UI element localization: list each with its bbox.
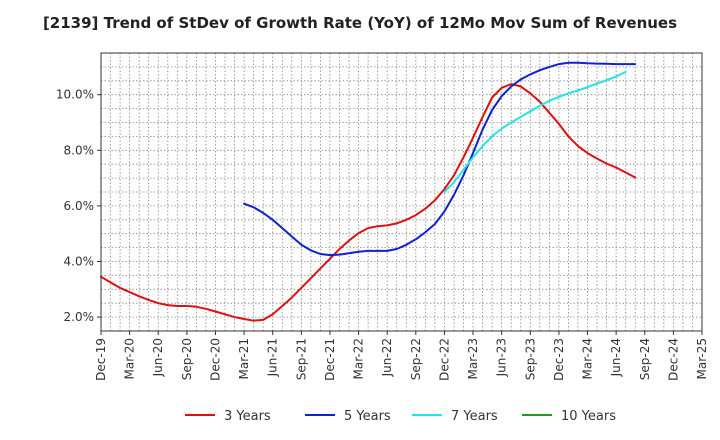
x-tick-label: Mar-25 — [695, 338, 709, 379]
legend: 3 Years 5 Years 7 Years 10 Years — [185, 409, 616, 424]
x-tick-label: Dec-22 — [437, 338, 451, 381]
x-tick-label: Mar-23 — [466, 338, 480, 379]
y-tick-label: 6.0% — [64, 199, 95, 213]
x-tick-label: Sep-22 — [409, 338, 423, 380]
legend-label-5-years: 5 Years — [344, 409, 391, 424]
x-tick-label: Jun-24 — [609, 338, 623, 377]
x-tick-label: Mar-22 — [352, 338, 366, 379]
x-tick-label: Jun-21 — [266, 338, 280, 377]
legend-label-7-years: 7 Years — [451, 409, 498, 424]
x-tick-label: Sep-21 — [294, 338, 308, 380]
x-tick-label: Mar-20 — [123, 338, 137, 379]
legend-label-3-years: 3 Years — [224, 409, 271, 424]
x-tick-label: Sep-20 — [180, 338, 194, 380]
x-tick-label: Dec-20 — [208, 338, 222, 381]
x-tick-label: Dec-24 — [666, 338, 680, 381]
series-lines — [100, 61, 637, 322]
plot-frame — [100, 52, 703, 332]
x-tick-label: Mar-21 — [237, 338, 251, 379]
y-tick-label: 10.0% — [56, 88, 94, 102]
x-tick-label: Mar-24 — [581, 338, 595, 379]
x-tick-label: Jun-20 — [151, 338, 165, 377]
y-tick-label: 8.0% — [64, 143, 95, 157]
grid — [101, 53, 702, 331]
chart-title: [2139] Trend of StDev of Growth Rate (Yo… — [42, 14, 678, 32]
x-tick-label: Jun-23 — [495, 338, 509, 377]
x-axis-ticks: Dec-19 Mar-20 Jun-20 Sep-20 Dec-20 Mar-21 Jun-… — [94, 331, 709, 381]
legend-label-10-years: 10 Years — [561, 409, 616, 424]
x-tick-label: Dec-23 — [552, 338, 566, 381]
series-line-3-years — [100, 83, 637, 322]
x-tick-label: Jun-22 — [380, 338, 394, 377]
series-line-7-years — [443, 70, 627, 193]
x-tick-label: Dec-19 — [94, 338, 108, 381]
series-line-5-years — [243, 61, 637, 257]
y-tick-label: 2.0% — [64, 310, 95, 324]
x-tick-label: Sep-24 — [638, 338, 652, 380]
y-tick-label: 4.0% — [64, 255, 95, 269]
y-axis-ticks: 2.0% 4.0% 6.0% 8.0% 10.0% — [56, 88, 101, 324]
x-tick-label: Dec-21 — [323, 338, 337, 381]
x-tick-label: Sep-23 — [523, 338, 537, 380]
